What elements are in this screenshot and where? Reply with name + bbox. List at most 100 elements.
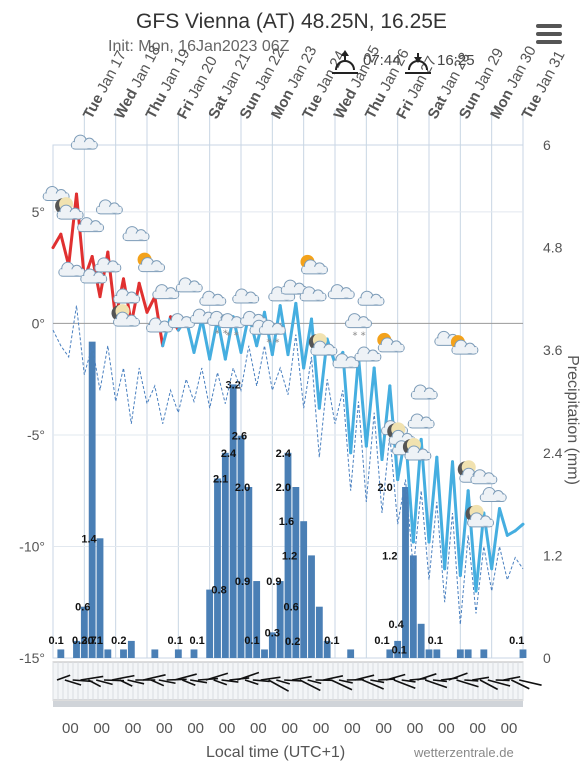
cloud-icon bbox=[113, 311, 140, 327]
cloud-icon bbox=[70, 134, 98, 150]
hour-label: 00 bbox=[438, 720, 455, 737]
temperature-segment bbox=[51, 232, 63, 250]
wind-barb bbox=[56, 674, 71, 681]
precip-bar bbox=[229, 384, 237, 658]
precip-label: 0.1 bbox=[428, 635, 443, 647]
precip-label: 0.6 bbox=[283, 602, 298, 614]
wind-barb bbox=[401, 679, 416, 683]
menu-icon[interactable] bbox=[536, 24, 562, 46]
precip-bar bbox=[276, 581, 284, 658]
cloud-fill bbox=[260, 327, 285, 334]
hour-label: 00 bbox=[313, 720, 330, 737]
wind-barb bbox=[87, 679, 102, 688]
wind-barb bbox=[190, 679, 208, 684]
precip-bar bbox=[104, 649, 112, 658]
precip-label: 0.1 bbox=[374, 635, 389, 647]
wind-barb bbox=[174, 673, 197, 681]
wind-barb bbox=[338, 679, 353, 684]
cloud-fill bbox=[177, 284, 202, 291]
cloud-icon bbox=[345, 313, 372, 329]
precip-label: 0.9 bbox=[266, 576, 281, 588]
wind-barb bbox=[456, 679, 479, 688]
temperature-segment bbox=[372, 366, 384, 461]
hour-label: 00 bbox=[375, 720, 392, 737]
cloud-fill bbox=[405, 452, 430, 459]
cloud-icon bbox=[77, 217, 105, 233]
wind-barb bbox=[236, 671, 260, 681]
wind-barb bbox=[127, 679, 145, 685]
cloud-fill bbox=[95, 264, 120, 271]
cloud-icon bbox=[404, 445, 432, 461]
precip-bar bbox=[127, 640, 135, 658]
wind-barb bbox=[252, 679, 270, 683]
precip-label: 0.1 bbox=[244, 635, 259, 647]
wind-barb bbox=[307, 679, 322, 685]
temperature-segment bbox=[443, 460, 454, 571]
cloud-icon bbox=[407, 413, 435, 429]
precip-label: 0.1 bbox=[48, 635, 63, 647]
wind-barb bbox=[385, 673, 406, 681]
precip-bar bbox=[409, 555, 417, 658]
precip-bar bbox=[214, 478, 221, 658]
precip-label: 2.4 bbox=[221, 448, 237, 460]
cloud-icon bbox=[258, 319, 286, 335]
sunset-icon bbox=[405, 53, 431, 74]
precip-label: 0.1 bbox=[168, 635, 183, 647]
precip-bar bbox=[425, 649, 433, 658]
precip-label: 0.2 bbox=[111, 635, 126, 647]
precip-bar bbox=[433, 649, 441, 658]
precip-label: 0.4 bbox=[388, 619, 404, 631]
cloud-icon bbox=[138, 257, 166, 273]
precip-bar bbox=[57, 649, 65, 658]
precip-label: 0.8 bbox=[211, 585, 226, 597]
precip-bar bbox=[464, 649, 472, 658]
credit-link[interactable]: wetterzentrale.de bbox=[414, 745, 514, 760]
wind-barb bbox=[323, 675, 344, 681]
cloud-fill bbox=[147, 325, 172, 332]
cloud-icon bbox=[58, 261, 86, 277]
wind-scroll bbox=[53, 701, 523, 707]
sunset-time: 16:25 bbox=[437, 52, 475, 69]
cloud-fill bbox=[409, 420, 434, 427]
cloud-fill bbox=[169, 320, 194, 327]
precip-label: 1.6 bbox=[279, 516, 294, 528]
wind-barb bbox=[276, 679, 291, 685]
right-tick-label: 3.6 bbox=[543, 342, 563, 358]
wind-barb bbox=[432, 679, 448, 683]
precip-label: 2.0 bbox=[235, 482, 250, 494]
temperature-segment bbox=[200, 317, 212, 361]
cloud-fill bbox=[81, 275, 106, 282]
left-tick-label: 0° bbox=[32, 315, 45, 331]
temperature-segment bbox=[75, 192, 86, 281]
wind-barb bbox=[370, 679, 385, 684]
cloud-icon bbox=[122, 226, 150, 242]
wind-barb bbox=[448, 672, 468, 681]
wind-barb bbox=[299, 679, 321, 692]
cloud-icon bbox=[280, 279, 308, 295]
right-tick-label: 2.4 bbox=[543, 445, 563, 461]
temperature-segment bbox=[145, 295, 157, 314]
left-tick-label: -5° bbox=[27, 427, 45, 443]
precip-bar bbox=[206, 589, 214, 658]
wind-barb bbox=[142, 674, 166, 681]
cloud-icon bbox=[113, 288, 141, 304]
cloud-icon bbox=[357, 290, 385, 306]
precip-label: 0.1 bbox=[88, 635, 103, 647]
wind-barb bbox=[354, 674, 375, 681]
cloud-icon bbox=[152, 284, 180, 300]
cloud-fill bbox=[44, 193, 69, 200]
cloud-fill bbox=[191, 316, 216, 323]
wind-barb bbox=[111, 674, 135, 681]
hour-label: 00 bbox=[156, 720, 173, 737]
precip-label: 0.1 bbox=[324, 635, 339, 647]
snow-icon: * * bbox=[215, 328, 228, 339]
precip-bar bbox=[190, 649, 198, 658]
temperature-segment bbox=[349, 355, 360, 455]
precip-label: 2.0 bbox=[377, 482, 392, 494]
hour-label: 00 bbox=[62, 720, 79, 737]
wind-barb bbox=[213, 679, 228, 686]
wind-barb bbox=[518, 679, 542, 686]
cloud-fill bbox=[114, 319, 139, 326]
cloud-fill bbox=[153, 291, 178, 298]
hour-label: 00 bbox=[187, 720, 204, 737]
